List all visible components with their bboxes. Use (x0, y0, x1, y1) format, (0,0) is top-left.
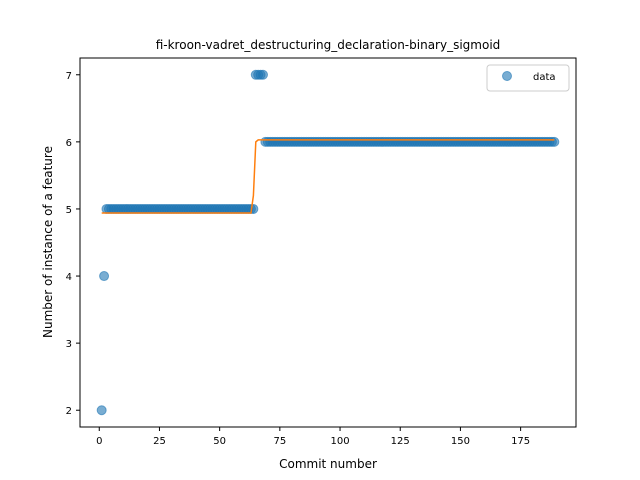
y-axis: 2 3 4 5 6 7 (66, 71, 80, 417)
y-tick-label: 3 (66, 339, 72, 350)
data-point (257, 69, 268, 80)
fit-line (101, 139, 555, 214)
data-point (549, 136, 560, 147)
x-tick-label: 75 (273, 436, 286, 447)
y-tick-label: 7 (66, 71, 72, 82)
x-tick-label: 25 (153, 436, 166, 447)
x-tick-label: 150 (451, 436, 470, 447)
legend-marker (502, 71, 512, 81)
y-axis-label: Number of instance of a feature (41, 146, 55, 338)
legend-label: data (533, 72, 556, 83)
x-axis: 0 25 50 75 100 125 150 175 (96, 427, 530, 447)
data-point (96, 405, 107, 416)
y-tick-label: 4 (66, 272, 72, 283)
data-series (96, 69, 560, 416)
x-axis-label: Commit number (279, 457, 377, 471)
y-tick-label: 6 (66, 138, 72, 149)
legend: data (486, 64, 570, 92)
data-point (248, 203, 259, 214)
data-point (99, 271, 110, 282)
x-tick-label: 0 (96, 436, 102, 447)
x-tick-label: 175 (511, 436, 530, 447)
legend-box (486, 64, 570, 92)
y-tick-label: 2 (66, 406, 72, 417)
x-tick-label: 50 (213, 436, 226, 447)
chart-title: fi-kroon-vadret_destructuring_declaratio… (156, 38, 501, 52)
plot-area (79, 57, 577, 428)
fit-series (101, 139, 555, 214)
y-tick-label: 5 (66, 205, 72, 216)
x-tick-label: 100 (330, 436, 349, 447)
x-tick-label: 125 (391, 436, 410, 447)
